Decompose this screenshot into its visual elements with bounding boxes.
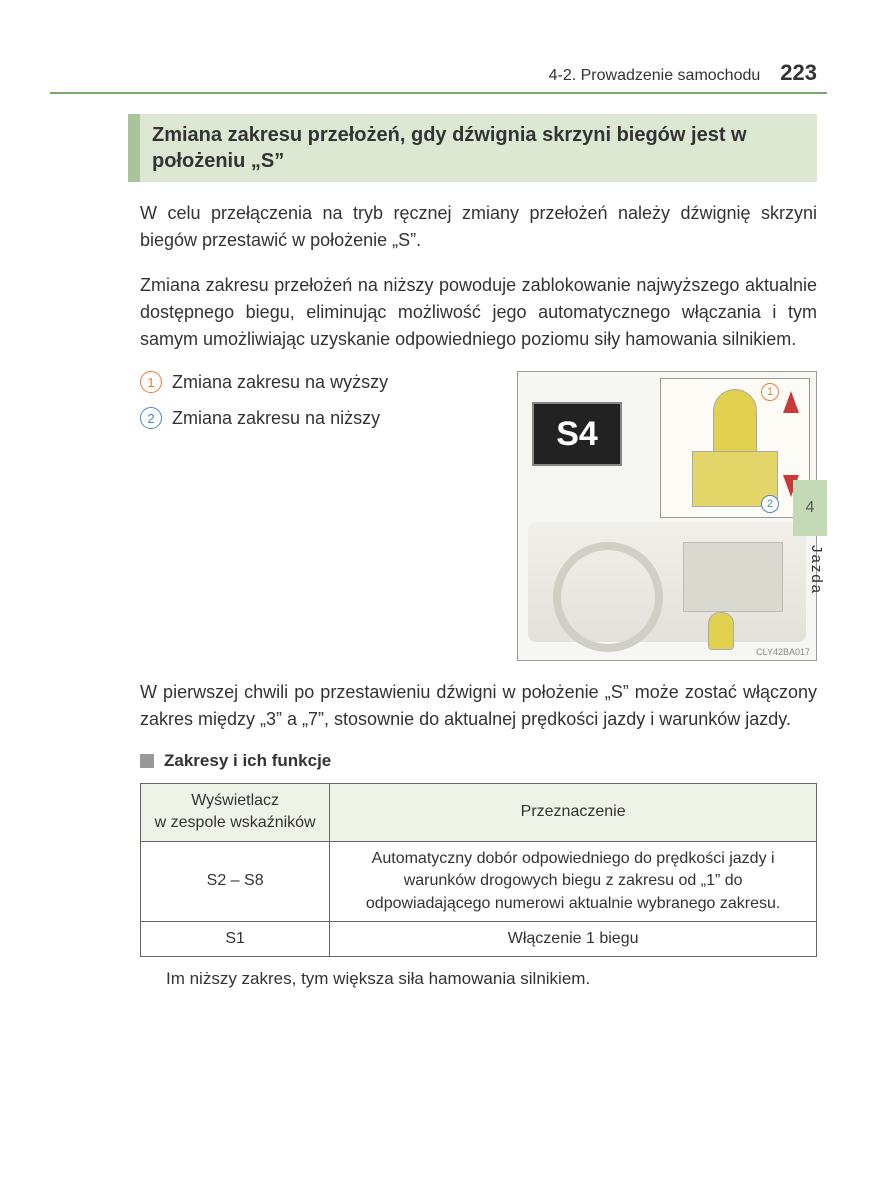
table-row: S1 Włączenie 1 biegu <box>141 921 817 956</box>
chapter-tab-number: 4 <box>806 499 815 517</box>
page: 4-2. Prowadzenie samochodu 223 Zmiana za… <box>0 0 877 1200</box>
list-item-2: 2 Zmiana zakresu na niższy <box>140 407 497 429</box>
table-row: S2 – S8 Automatyczny dobór odpowiedniego… <box>141 841 817 921</box>
section-label: 4-2. Prowadzenie samochodu <box>549 67 761 85</box>
gear-shift-figure: S4 1 2 CLY42BA017 <box>517 371 817 661</box>
section-title: Zmiana zakresu przełożeń, gdy dźwignia s… <box>152 122 805 174</box>
ranges-table: Wyświetlacz w zespole wskaźników Przezna… <box>140 783 817 957</box>
chapter-tab: 4 <box>793 480 827 536</box>
paragraph-3: W pierwszej chwili po przestawieniu dźwi… <box>140 679 817 733</box>
section-title-box: Zmiana zakresu przełożeń, gdy dźwignia s… <box>128 114 817 182</box>
list-text-2: Zmiana zakresu na niższy <box>172 408 380 429</box>
list-marker-1: 1 <box>140 371 162 393</box>
list-marker-2: 2 <box>140 407 162 429</box>
figure-code: CLY42BA017 <box>756 647 810 657</box>
paragraph-1: W celu przełączenia na tryb ręcznej zmia… <box>140 200 817 254</box>
inset-marker-2: 2 <box>761 495 779 513</box>
page-header: 4-2. Prowadzenie samochodu 223 <box>50 60 827 86</box>
table-cell-r2c2: Włączenie 1 biegu <box>330 921 817 956</box>
steering-wheel-shape <box>553 542 663 652</box>
table-cell-r1c2: Automatyczny dobór odpowiedniego do pręd… <box>330 841 817 921</box>
list-text-1: Zmiana zakresu na wyższy <box>172 372 388 393</box>
table-cell-r1c1: S2 – S8 <box>141 841 330 921</box>
square-bullet-icon <box>140 754 154 768</box>
sub-heading-text: Zakresy i ich funkcje <box>164 751 331 771</box>
footnote: Im niższy zakres, tym większa siła hamow… <box>140 969 817 989</box>
content-area: Zmiana zakresu przełożeń, gdy dźwignia s… <box>50 114 827 989</box>
s4-display-badge: S4 <box>532 402 622 466</box>
sub-heading-row: Zakresy i ich funkcje <box>140 751 817 771</box>
figure-inset: 1 2 <box>660 378 810 518</box>
table-head-2: Przeznaczenie <box>330 784 817 842</box>
arrow-up-icon <box>783 391 799 413</box>
header-rule <box>50 92 827 94</box>
list-figure-row: 1 Zmiana zakresu na wyższy 2 Zmiana zakr… <box>140 371 817 661</box>
table-cell-r2c1: S1 <box>141 921 330 956</box>
center-console-shape <box>683 542 783 612</box>
list-item-1: 1 Zmiana zakresu na wyższy <box>140 371 497 393</box>
table-header-row: Wyświetlacz w zespole wskaźników Przezna… <box>141 784 817 842</box>
table-head-1: Wyświetlacz w zespole wskaźników <box>141 784 330 842</box>
shift-knob-small <box>708 612 734 650</box>
inset-marker-1: 1 <box>761 383 779 401</box>
numbered-list: 1 Zmiana zakresu na wyższy 2 Zmiana zakr… <box>140 371 497 443</box>
chapter-side-label: Jazda <box>808 545 825 595</box>
page-number: 223 <box>780 60 817 86</box>
paragraph-2: Zmiana zakresu przełożeń na niższy powod… <box>140 272 817 353</box>
